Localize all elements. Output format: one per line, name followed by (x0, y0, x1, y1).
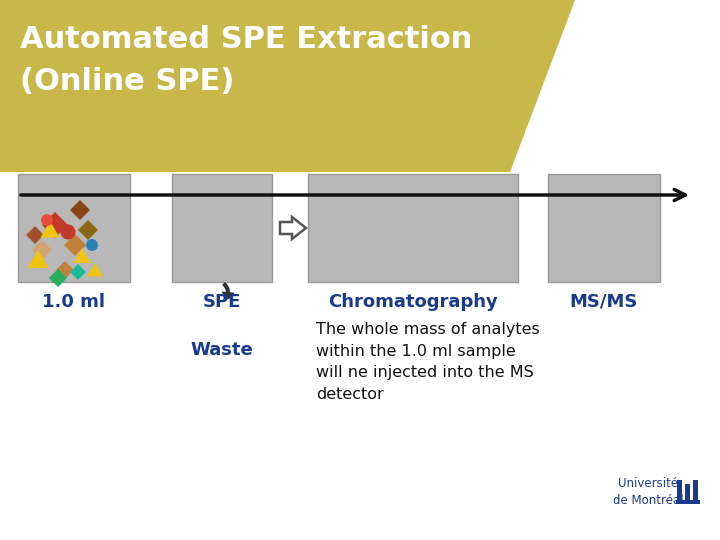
Bar (548, 174, 660, 282)
Polygon shape (70, 200, 90, 220)
Bar (308, 174, 518, 282)
Polygon shape (40, 221, 60, 238)
Polygon shape (280, 217, 306, 239)
Text: Waste: Waste (191, 341, 253, 359)
Circle shape (61, 225, 75, 239)
Polygon shape (27, 250, 48, 268)
Bar (693, 480, 698, 502)
Polygon shape (32, 240, 52, 260)
Text: 1.0 ml: 1.0 ml (42, 293, 106, 311)
FancyArrowPatch shape (222, 283, 233, 300)
Text: MS/MS: MS/MS (570, 293, 638, 311)
Bar (676, 500, 700, 504)
Polygon shape (49, 269, 67, 287)
Bar (685, 484, 690, 502)
Polygon shape (73, 248, 91, 263)
Polygon shape (70, 264, 86, 280)
Polygon shape (56, 261, 74, 279)
Polygon shape (64, 234, 86, 256)
Bar (172, 174, 272, 282)
Text: Automated SPE Extraction: Automated SPE Extraction (20, 25, 472, 55)
Text: Université
de Montréal: Université de Montréal (613, 477, 683, 507)
Text: (Online SPE): (Online SPE) (20, 68, 235, 97)
Bar (18, 174, 130, 282)
Text: Chromatography: Chromatography (328, 293, 498, 311)
Bar (677, 480, 682, 502)
Polygon shape (26, 226, 44, 244)
Text: The whole mass of analytes
within the 1.0 ml sample
will ne injected into the MS: The whole mass of analytes within the 1.… (316, 322, 540, 402)
Polygon shape (42, 212, 68, 238)
Polygon shape (87, 263, 103, 276)
Polygon shape (0, 0, 575, 172)
Polygon shape (78, 220, 98, 240)
Text: SPE: SPE (203, 293, 241, 311)
Circle shape (86, 240, 97, 250)
Circle shape (42, 215, 53, 225)
